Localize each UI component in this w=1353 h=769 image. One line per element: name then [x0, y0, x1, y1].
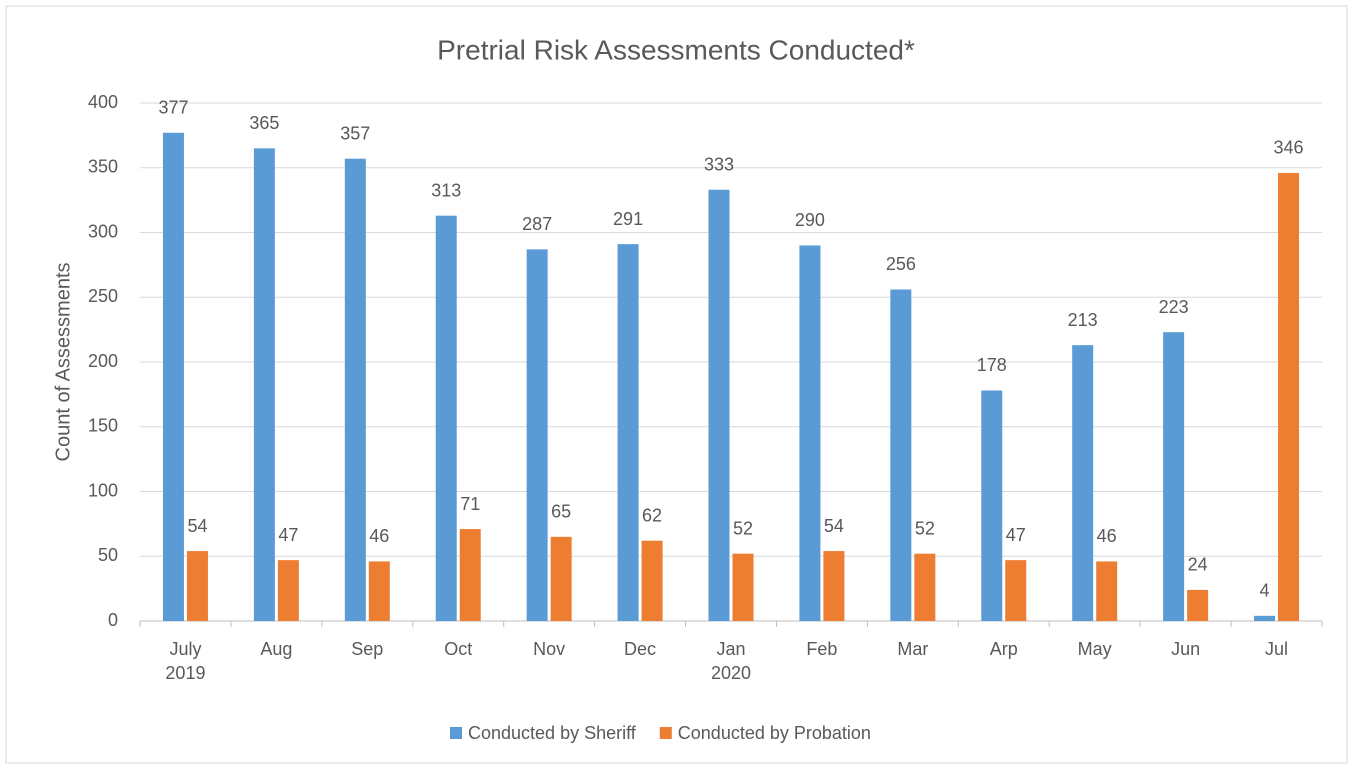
bar	[799, 245, 821, 621]
y-tick-label: 0	[108, 610, 118, 630]
bar	[344, 158, 366, 621]
y-tick-label: 100	[88, 480, 118, 500]
data-label: 223	[1159, 297, 1189, 317]
bar	[1096, 561, 1118, 621]
bar	[162, 132, 184, 621]
legend-label: Conducted by Sheriff	[468, 723, 637, 743]
bar	[186, 551, 208, 621]
y-tick-label: 400	[88, 92, 118, 112]
data-label: 178	[977, 355, 1007, 375]
x-tick-label: Oct	[444, 639, 473, 659]
data-label: 346	[1274, 138, 1304, 158]
x-tick-label: May	[1077, 639, 1112, 659]
bar	[1278, 172, 1300, 621]
bar	[641, 540, 663, 621]
legend-swatch	[659, 727, 672, 739]
bar	[1005, 560, 1027, 621]
bar	[1163, 332, 1185, 621]
bar	[1187, 589, 1209, 621]
x-tick-label: Dec	[624, 639, 657, 659]
y-tick-label: 300	[88, 221, 118, 241]
data-label: 54	[187, 516, 207, 536]
data-label: 62	[642, 505, 662, 525]
data-label: 54	[824, 516, 844, 536]
bar	[732, 553, 754, 621]
bar	[550, 536, 572, 621]
bar	[914, 553, 936, 621]
legend-label: Conducted by Probation	[678, 723, 871, 743]
data-label: 4	[1260, 581, 1270, 601]
data-label: 377	[158, 98, 188, 118]
bar	[890, 289, 912, 621]
x-tick-label: Jun	[1171, 639, 1201, 659]
data-label: 47	[278, 525, 298, 545]
x-tick-label: Arp	[989, 639, 1018, 659]
bar	[526, 249, 548, 621]
y-tick-label: 150	[88, 416, 118, 436]
data-label: 24	[1188, 555, 1208, 575]
bar	[435, 215, 457, 622]
data-label: 291	[613, 209, 643, 229]
bar	[708, 189, 730, 621]
legend-swatch	[450, 727, 462, 739]
data-label: 46	[369, 526, 389, 546]
data-label: 256	[886, 254, 916, 274]
bar	[617, 244, 639, 621]
bar	[1254, 615, 1276, 621]
bar	[823, 551, 845, 621]
data-label: 52	[733, 518, 753, 538]
data-label: 46	[1097, 526, 1117, 546]
bar	[1072, 345, 1094, 621]
bar	[368, 561, 390, 621]
data-label: 52	[915, 518, 935, 538]
data-label: 313	[431, 180, 461, 200]
y-tick-label: 50	[98, 545, 118, 565]
x-tick-label: Mar	[897, 639, 929, 659]
x-tick-label: Nov	[533, 639, 566, 659]
bar	[459, 529, 481, 621]
data-label: 357	[340, 123, 370, 143]
data-label: 287	[522, 214, 552, 234]
y-axis-label: Count of Assessments	[52, 263, 74, 462]
data-label: 65	[551, 502, 571, 522]
chart-border	[5, 5, 1348, 764]
x-tick-label: Feb	[806, 639, 838, 659]
x-tick-label: Jul	[1265, 639, 1289, 659]
data-label: 365	[249, 113, 279, 133]
data-label: 71	[460, 494, 480, 514]
x-tick-label: Jan 2020	[710, 639, 752, 683]
data-label: 213	[1068, 310, 1098, 330]
x-tick-label: Aug	[260, 639, 293, 659]
data-label: 333	[704, 155, 734, 175]
y-tick-label: 200	[88, 351, 118, 371]
bar	[981, 390, 1003, 621]
chart-title: Pretrial Risk Assessments Conducted*	[437, 34, 915, 65]
x-tick-label: Sep	[351, 639, 384, 659]
data-label: 290	[795, 210, 825, 230]
bar	[277, 560, 299, 621]
bar	[253, 148, 275, 621]
y-tick-label: 350	[88, 157, 118, 177]
x-tick-label: July 2019	[165, 639, 206, 683]
data-label: 47	[1006, 525, 1026, 545]
y-tick-label: 250	[88, 286, 118, 306]
